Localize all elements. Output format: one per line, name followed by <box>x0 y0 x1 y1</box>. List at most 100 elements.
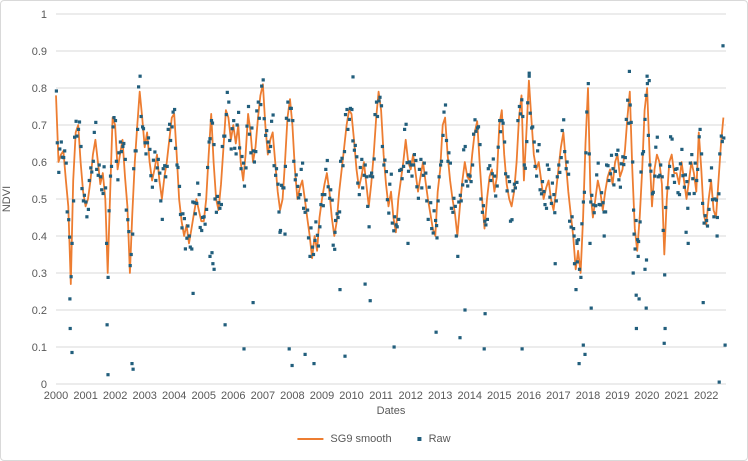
raw-point <box>621 155 625 159</box>
raw-point <box>493 174 497 178</box>
raw-point <box>589 200 593 204</box>
raw-point <box>609 153 614 157</box>
raw-point <box>102 165 106 169</box>
raw-point <box>710 198 715 202</box>
raw-point <box>269 144 273 149</box>
raw-point <box>350 107 354 112</box>
raw-point <box>436 199 440 203</box>
raw-point <box>183 247 187 251</box>
raw-point <box>379 104 384 108</box>
raw-point <box>91 159 95 163</box>
raw-points[interactable] <box>54 44 727 384</box>
raw-point <box>306 208 310 212</box>
raw-point <box>644 258 649 262</box>
raw-point <box>701 201 705 205</box>
raw-point <box>121 144 125 149</box>
legend-item-sg9-smooth[interactable]: SG9 smooth <box>297 433 392 445</box>
raw-point <box>588 241 592 245</box>
raw-point <box>547 167 551 171</box>
raw-point <box>250 126 254 130</box>
raw-point <box>256 100 260 104</box>
raw-point <box>374 100 379 104</box>
raw-point <box>707 207 711 211</box>
raw-point <box>378 95 382 99</box>
x-tick-label: 2014 <box>458 390 482 402</box>
raw-point <box>178 212 183 217</box>
sg9-smooth-line[interactable] <box>55 79 725 286</box>
x-tick-label: 2013 <box>428 390 452 402</box>
raw-point <box>542 190 546 194</box>
raw-point <box>266 140 270 144</box>
raw-point <box>618 185 622 189</box>
raw-point <box>138 74 142 78</box>
raw-point <box>446 159 450 163</box>
raw-point <box>421 173 425 177</box>
raw-point <box>286 100 290 104</box>
marker-sample-icon <box>417 437 422 441</box>
raw-point <box>663 273 667 277</box>
raw-point <box>218 206 222 210</box>
raw-point <box>528 111 532 115</box>
raw-point <box>89 166 93 170</box>
raw-point <box>619 162 623 166</box>
raw-point <box>564 167 568 171</box>
raw-point <box>647 79 651 83</box>
x-tick-label: 2003 <box>132 390 156 402</box>
raw-point <box>334 218 338 223</box>
raw-point <box>581 343 585 347</box>
raw-point <box>691 177 695 181</box>
raw-point <box>717 380 721 384</box>
raw-point <box>494 194 498 198</box>
raw-point <box>594 204 598 208</box>
legend-label: Raw <box>428 433 451 445</box>
raw-point <box>466 184 470 188</box>
raw-point <box>170 125 174 129</box>
raw-point <box>149 174 153 178</box>
raw-point <box>499 130 503 134</box>
x-axis-title: Dates <box>376 405 406 417</box>
raw-point <box>548 195 552 199</box>
raw-point <box>520 98 524 102</box>
raw-point <box>495 184 499 188</box>
raw-point <box>124 208 128 212</box>
raw-point <box>651 190 655 194</box>
raw-point <box>538 188 542 192</box>
raw-point <box>351 75 355 79</box>
raw-point <box>343 113 348 117</box>
raw-point <box>367 225 371 229</box>
raw-point <box>278 230 282 234</box>
raw-point <box>585 110 589 114</box>
raw-point <box>247 132 251 136</box>
raw-point <box>485 217 489 221</box>
raw-point <box>97 163 101 167</box>
raw-point <box>287 118 291 122</box>
raw-point <box>212 267 216 271</box>
raw-point <box>304 198 308 202</box>
raw-point <box>557 163 561 167</box>
raw-point <box>169 138 173 143</box>
raw-point <box>343 354 347 358</box>
raw-point <box>108 174 113 178</box>
raw-point <box>291 119 295 123</box>
raw-point <box>197 193 201 197</box>
raw-point <box>434 330 438 334</box>
raw-point <box>695 178 699 183</box>
raw-point <box>624 117 628 121</box>
raw-point <box>238 146 242 150</box>
raw-point <box>246 104 251 109</box>
raw-point <box>640 152 645 156</box>
raw-point <box>372 157 376 161</box>
raw-point <box>255 109 259 113</box>
raw-point <box>352 148 356 152</box>
raw-point <box>331 243 335 247</box>
raw-point <box>393 215 397 219</box>
raw-point <box>681 174 685 178</box>
raw-point <box>67 218 71 222</box>
raw-point <box>106 373 110 377</box>
raw-point <box>676 191 680 195</box>
raw-point <box>506 175 510 179</box>
legend-item-raw[interactable]: Raw <box>417 433 451 445</box>
raw-point <box>443 103 448 107</box>
